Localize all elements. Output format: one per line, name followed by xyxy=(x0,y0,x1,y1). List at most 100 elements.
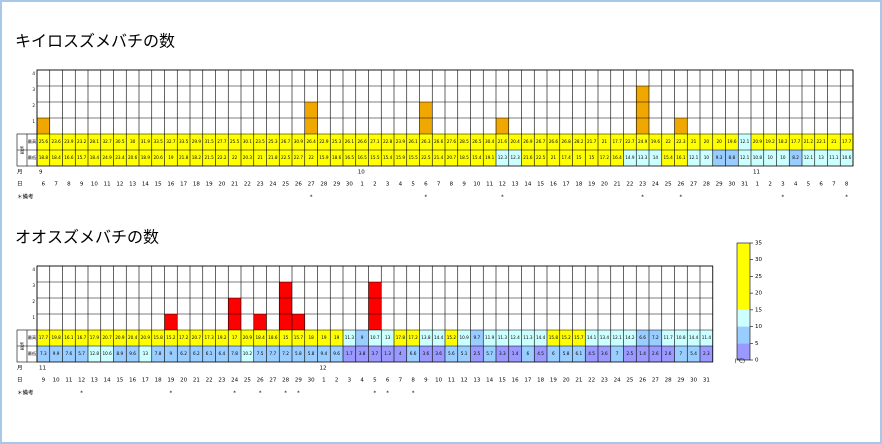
temp-cell xyxy=(279,134,292,150)
temp-cell xyxy=(253,330,267,346)
day-label: 3 xyxy=(781,182,785,188)
temp-label: 20.9 xyxy=(115,335,125,340)
temp-label: 19.8 xyxy=(51,335,61,340)
temp-label: 12.3 xyxy=(510,155,520,160)
day-label: 27 xyxy=(308,182,315,188)
temp-cell xyxy=(202,346,216,362)
temp-label: 20.7 xyxy=(192,335,202,340)
temp-label: 22.1 xyxy=(816,139,826,144)
temp-label: 21.6 xyxy=(498,139,508,144)
note-mark: * xyxy=(412,391,415,397)
day-label: 26 xyxy=(295,182,302,188)
temp-cell xyxy=(534,330,547,346)
temp-label: 27.6 xyxy=(447,139,457,144)
day-label: 2 xyxy=(768,182,772,188)
temp-label: 13 xyxy=(143,351,149,356)
temp-cell xyxy=(190,330,203,346)
temp-cell xyxy=(164,330,178,346)
temp-label: 7.2 xyxy=(652,335,659,340)
day-label: 29 xyxy=(716,182,723,188)
temp-label: 5.4 xyxy=(690,351,697,356)
temp-label: 8.2 xyxy=(792,155,799,160)
temp-label: 22.9 xyxy=(319,139,329,144)
temp-label: 20.4 xyxy=(128,335,138,340)
temp-label: 2.3 xyxy=(703,351,710,356)
day-label: 8 xyxy=(845,182,849,188)
temp-cell xyxy=(113,330,127,346)
temp-cell xyxy=(75,330,88,346)
month-label: 12 xyxy=(320,366,327,372)
temp-label: 2.5 xyxy=(474,351,481,356)
temp-label: 5.8 xyxy=(563,351,570,356)
temp-label: 16.5 xyxy=(345,155,355,160)
temp-label: 16.1 xyxy=(64,335,74,340)
temp-cell xyxy=(113,346,127,362)
temp-cell xyxy=(368,346,382,362)
day-label: 1 xyxy=(360,182,364,188)
day-label: 20 xyxy=(601,182,608,188)
temp-cell xyxy=(330,346,343,362)
temp-cell xyxy=(266,150,280,166)
temp-label: 9.7 xyxy=(474,335,481,340)
day-label: 11 xyxy=(448,378,455,384)
temp-cell xyxy=(139,150,152,166)
y-tick-label: 4 xyxy=(32,71,35,76)
temp-label: 15.4 xyxy=(663,155,673,160)
temp-cell xyxy=(62,150,76,166)
temp-label: 26.3 xyxy=(421,139,431,144)
temp-cell xyxy=(381,346,394,362)
temp-label: 15 xyxy=(283,335,289,340)
temp-label: 10.8 xyxy=(753,155,763,160)
temp-label: 28.2 xyxy=(574,139,584,144)
temp-label: 17.7 xyxy=(39,335,49,340)
temp-cell xyxy=(457,330,471,346)
temp-cell xyxy=(789,150,802,166)
day-label: 21 xyxy=(193,378,200,384)
day-label: 12 xyxy=(78,378,85,384)
day-label: 30 xyxy=(308,378,315,384)
temp-label: 15.9 xyxy=(319,155,329,160)
temp-label: 10 xyxy=(704,155,710,160)
temp-cell xyxy=(496,330,509,346)
temp-label: 14.2 xyxy=(625,335,635,340)
temp-cell xyxy=(139,134,152,150)
y-tick-label: 3 xyxy=(32,283,35,288)
temp-cell xyxy=(534,134,547,150)
temp-label: 12.8 xyxy=(90,351,100,356)
temp-cell xyxy=(151,150,165,166)
temp-cell xyxy=(394,346,407,362)
day-label: 3 xyxy=(386,182,390,188)
temp-cell xyxy=(636,346,649,362)
day-label: 15 xyxy=(116,378,123,384)
temp-cell xyxy=(406,346,420,362)
temp-cell xyxy=(457,346,471,362)
temp-label: 15.9 xyxy=(396,155,406,160)
temp-label: 22 xyxy=(665,139,671,144)
temp-cell xyxy=(100,134,114,150)
temp-label: 20 xyxy=(704,139,710,144)
temp-cell xyxy=(292,330,305,346)
temp-label: 21.6 xyxy=(523,155,533,160)
temp-cell xyxy=(368,330,382,346)
day-label: 17 xyxy=(563,182,570,188)
temp-label: 15.2 xyxy=(447,335,457,340)
notes-row-label: ＊備考 xyxy=(17,389,34,397)
temp-label: 21.5 xyxy=(204,155,214,160)
notes-row-label: ＊備考 xyxy=(17,193,34,201)
temp-label: 19 xyxy=(334,335,340,340)
temp-cell xyxy=(343,134,356,150)
temp-label: 17.2 xyxy=(179,335,189,340)
note-mark: * xyxy=(501,195,504,201)
temp-cell xyxy=(802,150,815,166)
day-label: 28 xyxy=(320,182,327,188)
temp-cell xyxy=(445,330,458,346)
day-label: 31 xyxy=(703,378,710,384)
day-label: 19 xyxy=(550,378,557,384)
day-label: 10 xyxy=(91,182,98,188)
temp-label: 20.7 xyxy=(102,335,112,340)
note-mark: * xyxy=(425,195,428,201)
day-label: 19 xyxy=(206,182,213,188)
temp-label: 23.6 xyxy=(51,139,61,144)
temp-cell xyxy=(279,330,292,346)
day-label: 17 xyxy=(524,378,531,384)
